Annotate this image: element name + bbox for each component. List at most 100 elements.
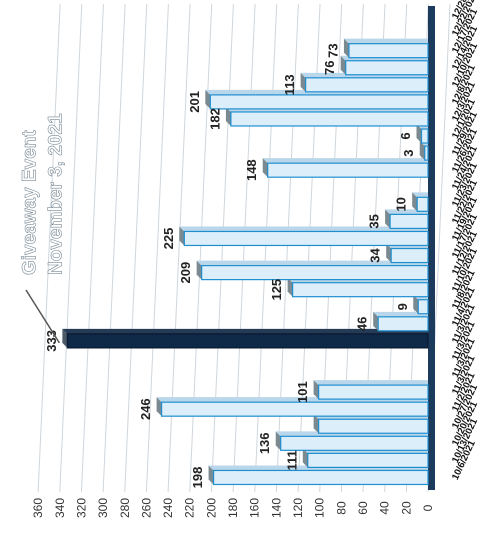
bar-cap [313,414,319,434]
bar-cap [262,158,268,178]
y-tick-label: 100 [313,498,327,518]
value-label: 136 [257,432,272,454]
bar-side [179,226,428,232]
bar [348,43,429,59]
bar-cap [373,311,379,331]
y-tick-label: 300 [96,498,110,518]
bar [212,469,429,486]
bar-cap [275,431,281,451]
bar [201,265,429,281]
y-tick-label: 40 [378,501,392,515]
y-axis-ticks: 0 20 40 60 80 100 120 140 160 180 200 220 240 260 280 3… [31,498,435,518]
gridline [145,3,169,493]
value-label: 76 [322,61,337,75]
bar-cap [412,192,418,212]
y-tick-label: 160 [248,498,262,518]
bar-cap [313,380,319,400]
bar-side [412,192,428,198]
y-tick-label: 180 [226,498,240,518]
bar-cap [419,141,425,161]
value-label: 46 [355,317,370,331]
value-labels: 198 111 136 246 101 333 46 9 125 209 34 225 35 10 148 3… [44,43,416,488]
bar [420,128,429,144]
y-tick-label: 140 [269,498,283,518]
bar [377,316,429,332]
bar [345,60,429,76]
bar-cap [196,260,202,280]
annotation: Giveaway Event November 3, 2021 [19,113,67,344]
bar-side [262,158,428,164]
value-label: 113 [282,74,297,95]
bar-cap [156,397,162,417]
x-axis-line [428,6,435,490]
gridline [102,3,126,493]
bar-cap [386,243,392,263]
y-tick-label: 200 [204,498,218,518]
x-axis-categories: 10/6/202110/13/202110/20/202110/27/20211… [450,0,480,482]
bar-side [62,328,429,334]
y-tick-label: 20 [399,501,413,515]
bar-cap [302,448,308,468]
value-label: 111 [284,450,299,470]
bar [318,418,429,434]
gridline [37,3,61,493]
value-label: 148 [244,159,259,181]
annotation-leader-line [25,289,60,344]
y-tick-label: 0 [421,504,435,511]
value-label: 6 [398,132,413,139]
gridline [59,3,83,493]
gridline [232,3,256,493]
bar [160,401,429,417]
value-label: 35 [367,214,382,228]
value-label: 182 [207,108,222,130]
bar-cap [385,209,391,229]
value-label: 9 [395,303,410,310]
gridline [254,3,278,493]
bar [183,230,429,247]
y-tick-label: 260 [139,498,153,518]
bar-cap [62,328,68,348]
value-label: 198 [190,467,205,489]
bar-cap [340,55,346,75]
annotation-text: Giveaway Event [20,130,41,275]
y-tick-label: 360 [31,498,45,518]
value-label: 125 [269,279,284,301]
bar-cap [205,89,211,109]
bar [209,94,429,110]
bar-side [313,380,428,386]
value-label: 73 [325,43,340,57]
y-tick-label: 80 [334,501,348,515]
value-label: 201 [187,91,202,113]
gridline [189,3,213,493]
bar [307,452,429,468]
bar [390,247,429,264]
bar-cap [343,38,349,58]
gridline [124,3,148,493]
y-tick-label: 320 [74,498,88,518]
bar-side [373,311,428,317]
gridline [80,3,104,493]
bar-cap [300,72,306,92]
bar-cap [416,124,422,144]
bar [416,196,429,212]
bar [318,384,429,400]
bar-side [196,260,428,266]
y-tick-label: 340 [53,498,67,518]
bar [230,111,429,127]
value-label: 10 [394,197,409,211]
bar [280,435,429,451]
bar-cap [413,294,419,314]
value-label: 333 [44,330,59,352]
bar-cap [179,226,185,246]
bar-cap [208,465,214,485]
gridline [210,3,234,493]
bar-cap [225,106,231,126]
bar [292,282,429,298]
bar-side [343,38,428,44]
bar [66,333,429,349]
value-label: 34 [368,248,383,263]
y-tick-label: 240 [161,498,175,518]
bar [389,213,429,229]
